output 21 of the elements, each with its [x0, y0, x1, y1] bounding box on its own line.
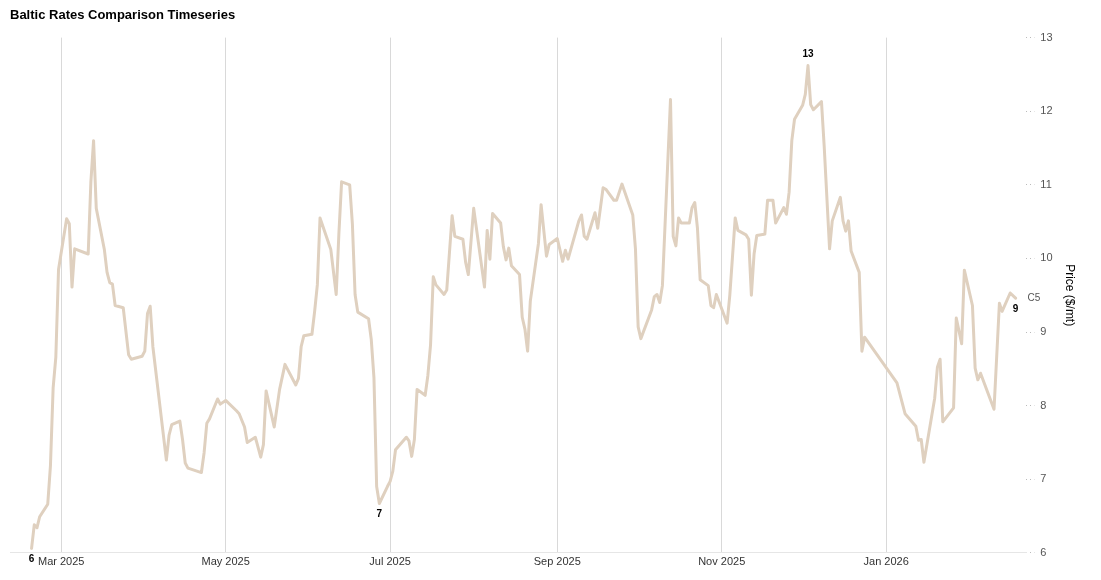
y-tick-label: 12	[1040, 104, 1053, 117]
x-tick-label: May 2025	[201, 555, 250, 568]
y-tick-label: 9	[1040, 325, 1047, 338]
series-label: C5	[1027, 291, 1041, 303]
y-tick-label: 7	[1040, 472, 1047, 485]
y-axis-title: Price ($/mt)	[1063, 264, 1078, 327]
data-label: 6	[28, 553, 35, 565]
chart-title: Baltic Rates Comparison Timeseries	[10, 7, 236, 23]
y-tick-label: 6	[1040, 545, 1047, 558]
data-label: 9	[1012, 302, 1019, 314]
data-label: 13	[802, 48, 814, 60]
y-tick-label: 10	[1040, 251, 1053, 264]
data-label: 7	[376, 508, 383, 520]
y-tick-label: 13	[1040, 30, 1053, 43]
x-tick-label: Nov 2025	[698, 555, 746, 568]
x-tick-label: Jul 2025	[369, 555, 411, 568]
x-tick-label: Sep 2025	[533, 555, 581, 568]
x-tick-label: Jan 2026	[863, 555, 909, 568]
x-tick-label: Mar 2025	[37, 555, 85, 568]
y-tick-label: 11	[1040, 177, 1052, 190]
y-tick-label: 8	[1040, 398, 1047, 411]
